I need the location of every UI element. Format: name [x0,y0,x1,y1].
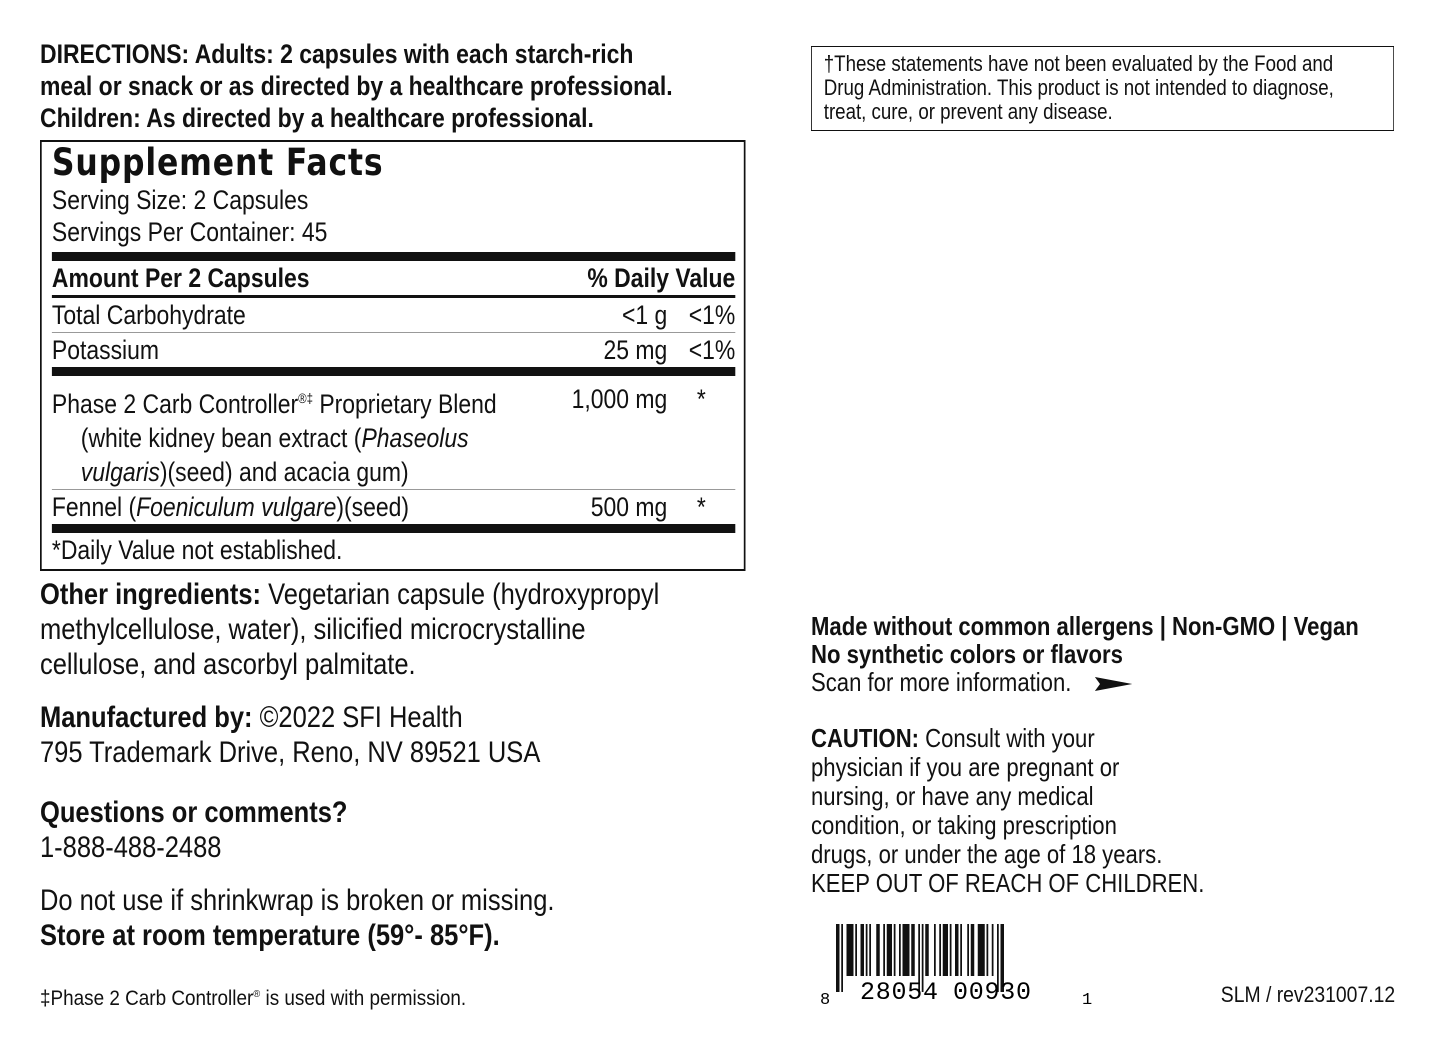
svg-text:28054: 28054 [860,978,938,1007]
barcode-bar [869,924,871,976]
barcode-bar [997,924,999,992]
barcode-bar [986,924,989,976]
barcode-bar [860,924,864,976]
caution-warning: CAUTION: Consult with your physician if … [811,723,1205,898]
barcode-bar [942,924,948,976]
table-row: Total Carbohydrate <1 g <1% [51,298,735,333]
barcode-bar [939,924,941,976]
left-column: DIRECTIONS: Adults: 2 capsules with each… [40,38,766,953]
barcode-bar [918,924,920,992]
table-header: Amount Per 2 Capsules % Daily Value [51,261,735,298]
barcode-bar [955,924,959,976]
barcode-bar [970,924,975,976]
barcode-bar [855,924,857,976]
permission-footnote: ‡Phase 2 Carb Controller® is used with p… [40,987,467,1010]
barcode-bar [883,924,885,976]
barcode-bar [836,924,840,992]
barcode-bar [899,924,901,976]
barcode-bar [865,924,868,976]
barcode: 8 28054 00930 1 [820,924,1092,1010]
barcode-bar [960,924,962,976]
barcode-bar [911,924,915,976]
barcode-bar [893,924,896,976]
svg-text:00930: 00930 [953,978,1031,1007]
divider [51,252,736,261]
right-column: †These statements have not been evaluate… [811,46,1395,898]
barcode-bar [977,924,985,976]
product-claims: Made without common allergens | Non-GMO … [811,611,1359,697]
supplement-facts-title: Supplement Facts [51,141,384,184]
other-ingredients: Other ingredients: Vegetarian capsule (h… [40,578,660,681]
servings-per-container: Servings Per Container: 45 [51,217,328,247]
table-row: Potassium 25 mg <1% [51,335,736,365]
supplement-facts-panel: Supplement Facts Serving Size: 2 Capsule… [40,140,746,571]
manufacturer: Manufactured by: ©2022 SFI Health 795 Tr… [40,701,541,769]
table-row: Fennel (Foeniculum vulgare)(seed) 500 mg… [51,492,706,522]
barcode-bar [902,924,910,976]
storage-instructions: Store at room temperature (59°- 85°F). [40,919,500,952]
directions: DIRECTIONS: Adults: 2 capsules with each… [40,39,673,133]
serving-size: Serving Size: 2 Capsules [51,185,309,215]
barcode-bar [934,924,936,976]
revision-code: SLM / rev231007.12 [1220,982,1395,1007]
barcode-bar [925,924,929,976]
fda-disclaimer: †These statements have not been evaluate… [811,46,1395,131]
barcode-bar [967,924,969,976]
barcode-bar [921,924,924,992]
barcode-bar [886,924,892,976]
barcode-bar [949,924,952,976]
arrow-right-icon [1094,677,1132,692]
table-row: Phase 2 Carb Controller®‡ Proprietary Bl… [51,382,736,490]
shrinkwrap-warning: Do not use if shrinkwrap is broken or mi… [40,884,555,917]
divider [51,367,736,376]
barcode-bar [841,924,843,992]
divider [51,524,736,533]
phone-number: 1-888-488-2488 [40,831,222,864]
svg-text:1: 1 [1082,991,1092,1010]
svg-text:8: 8 [820,991,830,1010]
barcode-bar [991,924,994,976]
barcode-bar [876,924,880,976]
questions: Questions or comments? 1-888-488-2488 [40,795,766,865]
barcode-bar [846,924,854,976]
daily-value-footnote: *Daily Value not established. [51,535,343,565]
barcode-bar [1000,924,1004,992]
